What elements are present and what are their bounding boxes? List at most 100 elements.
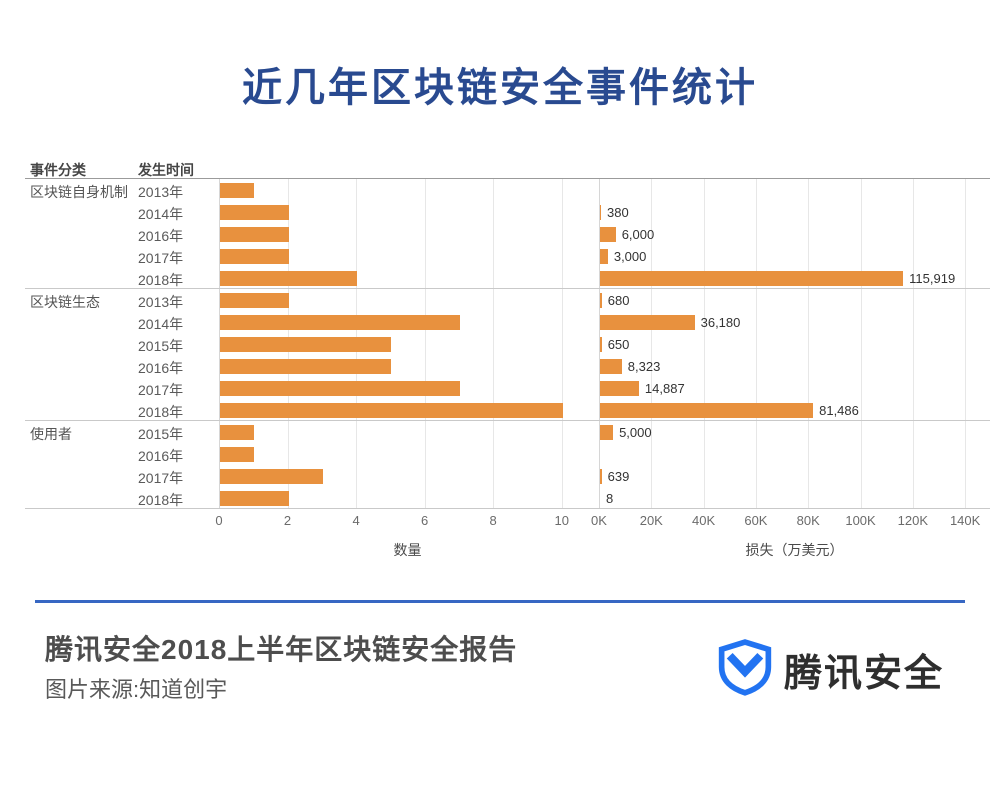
category-label: 区块链生态 [30,294,100,310]
axis-tick-label: 120K [897,513,929,528]
loss-bar [600,271,904,286]
footer-divider-line [35,600,965,603]
year-label: 2014年 [138,316,184,332]
loss-value-label: 8 [606,491,614,506]
gridline [561,178,563,508]
loss-bar [600,381,639,396]
count-bar [220,469,323,484]
year-label: 2018年 [138,272,184,288]
count-bar [220,205,289,220]
count-bar [220,271,358,286]
loss-bar [600,425,614,440]
gridline [651,178,653,508]
loss-bar [600,249,608,264]
loss-value-label: 639 [607,469,630,484]
loss-value-label: 5,000 [619,425,652,440]
count-bar [220,227,289,242]
gridline [808,178,810,508]
count-bar [220,381,460,396]
axis-title: 数量 [393,542,422,558]
year-label: 2017年 [138,250,184,266]
axis-tick-label: 10 [554,513,569,528]
loss-value-label: 14,887 [644,381,685,396]
tencent-security-logo: 腾讯安全 [716,638,944,701]
loss-value-label: 115,919 [909,271,956,286]
loss-value-label: 380 [606,205,629,220]
brand-name: 腾讯安全 [784,653,945,695]
axis-tick-label: 6 [421,513,429,528]
loss-value-label: 3,000 [613,249,647,264]
count-bar [220,249,289,264]
year-label: 2018年 [138,404,184,420]
gridline [860,178,862,508]
column-header-time: 发生时间 [138,162,194,178]
axis-tick-label: 0K [591,513,607,528]
loss-bar [600,227,616,242]
year-label: 2016年 [138,360,184,376]
loss-bar [600,205,601,220]
header-underline [25,178,990,179]
year-label: 2016年 [138,228,184,244]
axis-tick-label: 0 [215,513,223,528]
group-separator-line [25,288,990,289]
count-bar [220,337,392,352]
year-label: 2017年 [138,382,184,398]
gridline [424,178,426,508]
category-label: 使用者 [30,426,72,442]
loss-bar [600,315,695,330]
axis-tick-label: 100K [845,513,876,528]
category-label: 区块链自身机制 [30,184,128,200]
axis-baseline [25,508,990,509]
axis-tick-label: 80K [796,513,820,528]
axis-tick-label: 8 [489,513,497,528]
count-bar [220,447,255,462]
loss-bar [600,469,602,484]
year-label: 2015年 [138,338,184,354]
loss-bar [600,293,602,308]
loss-value-label: 36,180 [700,315,741,330]
count-bar [220,293,289,308]
gridline [599,178,600,508]
year-label: 2016年 [138,448,184,464]
shield-check-icon [716,638,774,701]
loss-value-label: 81,486 [819,403,859,418]
year-label: 2015年 [138,426,184,442]
axis-tick-label: 40K [692,513,716,528]
year-label: 2018年 [138,492,184,508]
loss-value-label: 6,000 [621,227,655,242]
count-bar [220,403,563,418]
report-title: 腾讯安全2018上半年区块链安全报告 [45,634,518,665]
column-header-category: 事件分类 [30,162,86,178]
loss-bar [600,337,602,352]
group-separator-line [25,420,990,421]
axis-tick-label: 2 [283,513,292,528]
image-source-credit: 图片来源:知道创宇 [45,677,228,702]
axis-tick-label: 20K [639,513,663,528]
gridline [219,178,220,508]
count-bar [220,359,392,374]
axis-tick-label: 60K [744,513,768,528]
gridline [703,178,705,508]
axis-tick-label: 4 [352,513,360,528]
gridline [965,178,967,508]
year-label: 2013年 [138,184,184,200]
loss-bar [600,359,622,374]
gridline [493,178,495,508]
axis-title: 损失（万美元） [745,542,844,558]
gridline [755,178,757,508]
year-label: 2014年 [138,206,184,222]
count-bar [220,183,255,198]
count-bar [220,315,460,330]
gridline [912,178,914,508]
year-label: 2013年 [138,294,184,310]
loss-bar [600,403,814,418]
year-label: 2017年 [138,470,184,486]
page-title: 近几年区块链安全事件统计 [242,66,758,110]
loss-value-label: 650 [607,337,630,352]
loss-value-label: 8,323 [627,359,661,374]
count-bar [220,425,255,440]
axis-tick-label: 140K [949,513,981,528]
count-bar [220,491,289,506]
loss-value-label: 680 [607,293,630,308]
